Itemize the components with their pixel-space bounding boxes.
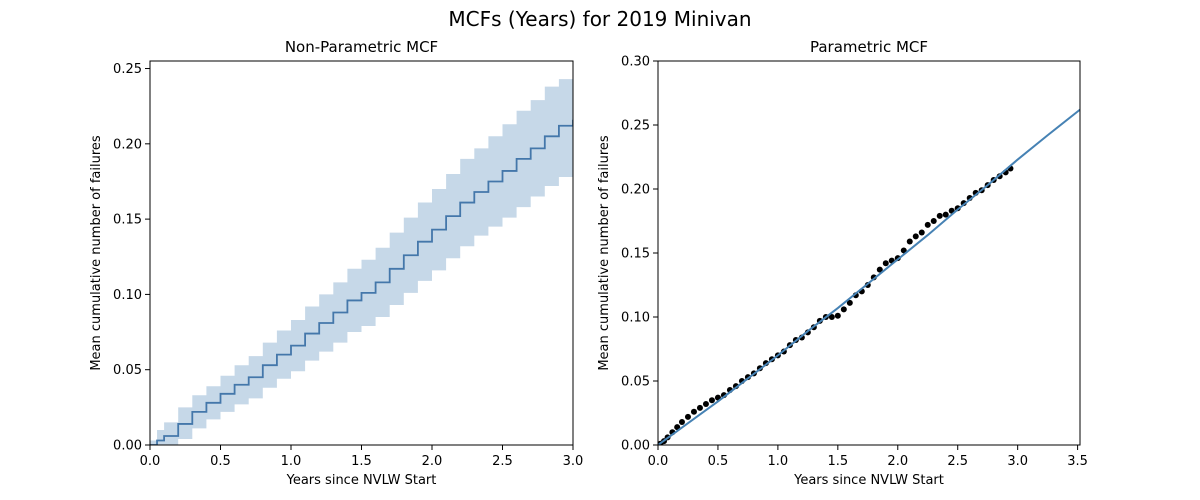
nonparametric-mcf-panel: 0.0 0.5 1.0 1.5 2.0 2.5 3.0 0.00 0.05 0.10 0.15 0.2… <box>89 38 583 488</box>
x-tick-label: 1.5 <box>351 454 372 469</box>
y-tick-label: 0.20 <box>113 137 142 152</box>
y-axis-label: Mean cumulative number of failures <box>89 135 104 371</box>
axes-frame <box>657 60 1081 446</box>
y-tick-label: 0.25 <box>621 119 650 134</box>
mcf-data-point <box>876 266 883 273</box>
parametric-fit-line <box>658 108 1080 445</box>
panel-title: Parametric MCF <box>810 38 928 56</box>
y-tick-label: 0.00 <box>621 439 650 454</box>
y-tick-label: 0.15 <box>621 247 650 262</box>
mcf-data-point <box>936 212 943 219</box>
mcf-data-point <box>840 306 847 313</box>
x-axis-label: Years since NVLW Start <box>286 473 437 488</box>
x-tick-label: 2.5 <box>947 454 968 469</box>
y-tick-label: 0.05 <box>113 363 142 378</box>
mcf-data-point <box>882 260 889 267</box>
mcf-data-point <box>906 238 913 245</box>
y-tick-label: 0.10 <box>621 311 650 326</box>
mcf-data-point <box>834 312 841 319</box>
panel-title: Non-Parametric MCF <box>285 38 438 56</box>
x-tick-label: 1.0 <box>281 454 302 469</box>
y-tick-label: 0.20 <box>621 183 650 198</box>
mcf-data-point <box>942 211 949 218</box>
figure-title: MCFs (Years) for 2019 Minivan <box>448 7 751 31</box>
mcf-data-point <box>900 247 907 254</box>
y-tick-label: 0.15 <box>113 213 142 228</box>
mcf-data-point <box>930 218 937 224</box>
x-tick-label: 3.0 <box>1007 454 1028 469</box>
confidence-band <box>150 79 573 445</box>
x-tick-label: 0.5 <box>210 454 231 469</box>
mcf-data-point <box>828 314 835 320</box>
y-tick-label: 0.25 <box>113 62 142 77</box>
x-tick-label: 0.0 <box>140 454 161 469</box>
y-axis-label: Mean cumulative number of failures <box>597 135 612 371</box>
mcf-step-line <box>150 119 573 445</box>
x-tick-label: 0.0 <box>648 454 669 469</box>
x-tick-label: 3.5 <box>1067 454 1088 469</box>
y-tick-label: 0.00 <box>113 439 142 454</box>
plot-area <box>658 108 1080 445</box>
x-axis-label: Years since NVLW Start <box>793 473 944 488</box>
x-tick-label: 2.0 <box>422 454 443 469</box>
x-tick-label: 2.0 <box>887 454 908 469</box>
mcf-data-point <box>846 299 853 306</box>
mcf-data-point <box>708 397 715 404</box>
mcf-data-point <box>702 401 709 408</box>
x-tick-label: 1.0 <box>768 454 789 469</box>
mcf-data-point <box>696 404 703 411</box>
x-tick-label: 3.0 <box>563 454 584 469</box>
plot-area <box>150 79 573 445</box>
y-tick-label: 0.05 <box>621 375 650 390</box>
mcf-data-point <box>684 413 691 420</box>
mcf-data-point <box>924 221 931 228</box>
parametric-mcf-panel: 0.0 0.5 1.0 1.5 2.0 2.5 3.0 3.5 0.00 0.05 0.10 0.15… <box>597 38 1088 488</box>
mcf-data-point <box>918 229 925 236</box>
y-tick-label: 0.10 <box>113 288 142 303</box>
x-tick-label: 2.5 <box>492 454 513 469</box>
x-tick-label: 1.5 <box>827 454 848 469</box>
mcf-data-point <box>912 233 919 240</box>
mcf-data-point <box>690 408 697 415</box>
mcf-data-point <box>678 418 685 425</box>
y-tick-label: 0.30 <box>621 55 650 70</box>
x-tick-label: 0.5 <box>708 454 729 469</box>
mcf-data-point <box>674 424 681 431</box>
